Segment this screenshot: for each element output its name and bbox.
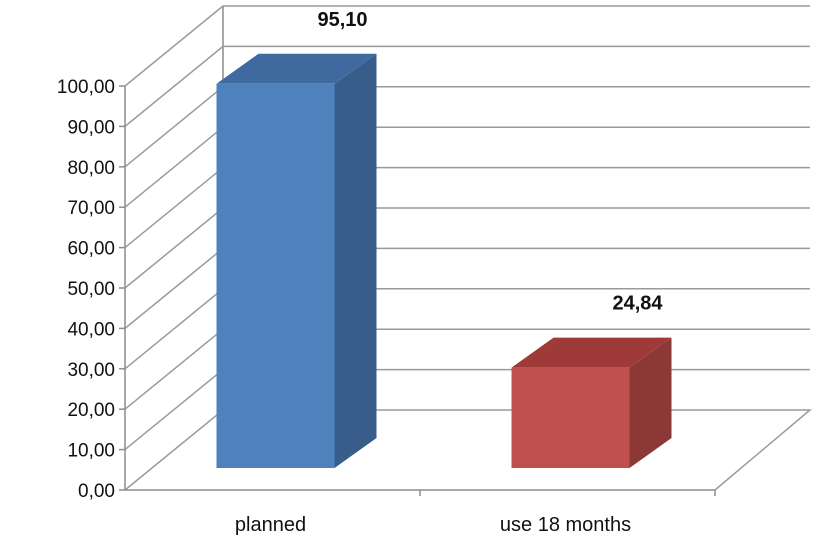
data-label: 24,84 bbox=[612, 293, 663, 315]
y-tick-label: 70,00 bbox=[67, 198, 115, 219]
y-tick-label: 10,00 bbox=[67, 441, 115, 462]
data-label: 95,10 bbox=[317, 9, 367, 31]
y-tick-label: 40,00 bbox=[67, 319, 115, 340]
gridline bbox=[124, 45, 810, 127]
y-tick-label: 0,00 bbox=[78, 481, 115, 502]
bar-1: 95,10 bbox=[216, 9, 377, 469]
y-tick-label: 100,00 bbox=[57, 77, 115, 98]
bar-side bbox=[629, 337, 672, 468]
y-tick-label: 20,00 bbox=[67, 400, 115, 421]
x-axis-labels: planned use 18 months bbox=[235, 514, 631, 536]
bar-side bbox=[334, 53, 377, 469]
y-axis-ticks: 0,00 10,00 20,00 30,00 40,00 50,00 60,00 70,00 8… bbox=[57, 77, 716, 502]
y-tick-label: 80,00 bbox=[67, 158, 115, 179]
bars: 95,10 24,84 bbox=[216, 9, 672, 469]
bar-top bbox=[216, 53, 377, 84]
x-category-label: use 18 months bbox=[500, 514, 631, 536]
bar-top bbox=[511, 337, 672, 368]
y-tick-label: 50,00 bbox=[67, 279, 115, 300]
gridline bbox=[124, 5, 810, 87]
bar-front bbox=[511, 367, 630, 468]
y-tick-label: 90,00 bbox=[67, 117, 115, 138]
bar-front bbox=[216, 83, 335, 469]
y-tick-label: 60,00 bbox=[67, 239, 115, 260]
bar-2: 24,84 bbox=[511, 293, 672, 468]
x-category-label: planned bbox=[235, 514, 306, 536]
y-tick-label: 30,00 bbox=[67, 360, 115, 381]
